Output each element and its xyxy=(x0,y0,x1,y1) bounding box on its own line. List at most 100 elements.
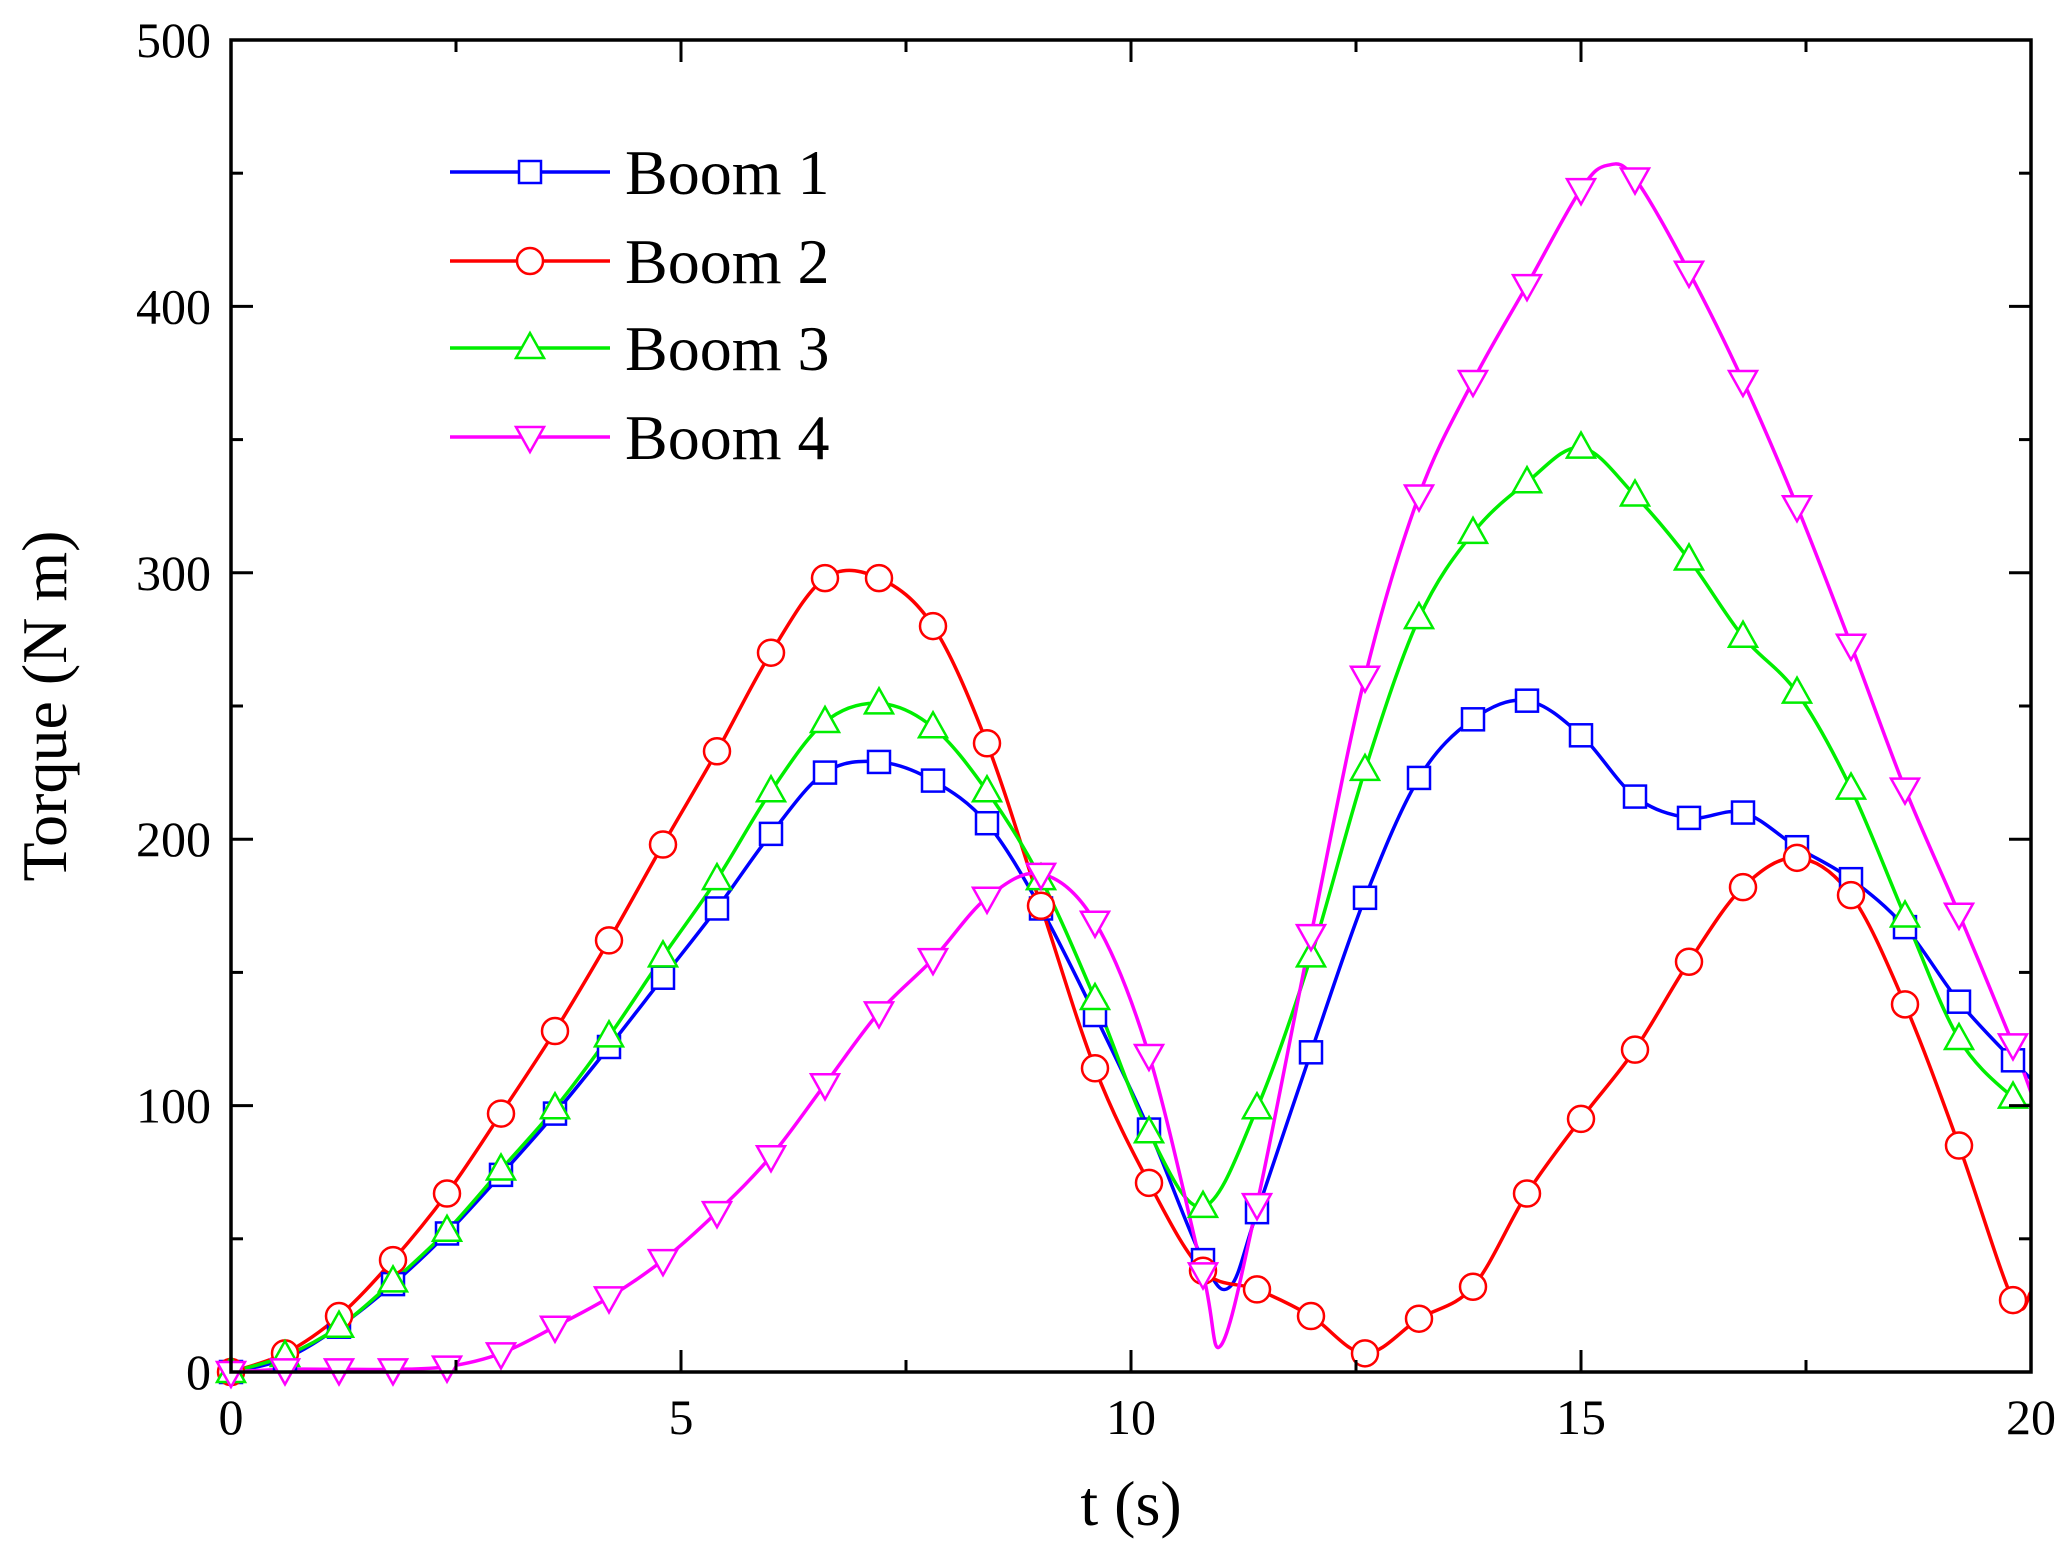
data-point-boom-3 xyxy=(1402,600,1436,630)
legend-marker-boom-2 xyxy=(515,246,545,276)
series-layer xyxy=(231,162,2031,1372)
data-point-boom-2 xyxy=(702,737,732,766)
y-tick-label: 400 xyxy=(136,278,211,334)
data-point-boom-3 xyxy=(1672,541,1706,571)
data-point-boom-1 xyxy=(704,896,730,921)
legend-marker-boom-4 xyxy=(513,425,547,455)
data-point-boom-4 xyxy=(430,1355,464,1385)
data-point-boom-4 xyxy=(1402,484,1436,514)
data-point-boom-3 xyxy=(592,1018,626,1048)
data-point-boom-3 xyxy=(808,704,842,734)
data-point-boom-3 xyxy=(1780,675,1814,704)
data-point-boom-2 xyxy=(432,1179,462,1208)
x-tick-label: 20 xyxy=(2006,1389,2056,1445)
data-point-boom-2 xyxy=(1890,990,1920,1019)
data-point-boom-3 xyxy=(430,1213,464,1243)
data-point-boom-4 xyxy=(916,947,950,977)
data-point-boom-1 xyxy=(1568,723,1594,748)
data-point-boom-2 xyxy=(1350,1339,1380,1368)
legend: Boom 1 Boom 2 Boom 3 Boom 4 xyxy=(450,137,829,473)
data-point-boom-4 xyxy=(1942,902,1976,932)
data-point-boom-4 xyxy=(970,886,1004,916)
y-tick-label: 0 xyxy=(186,1344,211,1400)
data-point-boom-4 xyxy=(646,1248,680,1278)
data-point-boom-3 xyxy=(1078,981,1112,1011)
data-point-boom-3 xyxy=(1618,477,1652,507)
data-point-boom-4 xyxy=(700,1200,734,1230)
data-point-boom-3 xyxy=(1726,619,1760,648)
data-point-boom-4 xyxy=(1726,369,1760,399)
data-point-boom-4 xyxy=(592,1286,626,1315)
data-point-boom-2 xyxy=(1404,1304,1434,1333)
data-point-boom-3 xyxy=(646,938,680,968)
x-axis-title: t (s) xyxy=(1080,1468,1181,1539)
data-point-boom-3 xyxy=(1996,1080,2030,1109)
data-point-boom-2 xyxy=(756,638,786,667)
data-point-boom-2 xyxy=(1944,1131,1974,1160)
data-point-boom-4 xyxy=(1132,1043,1166,1073)
data-point-boom-2 xyxy=(1566,1104,1596,1134)
data-point-boom-3 xyxy=(1348,752,1382,782)
y-axis-title: Torque (N m) xyxy=(9,531,80,882)
data-point-boom-4 xyxy=(1510,273,1544,303)
x-tick-label: 5 xyxy=(669,1389,694,1445)
data-point-boom-3 xyxy=(1186,1189,1220,1219)
data-point-boom-1 xyxy=(812,760,838,785)
data-point-boom-4 xyxy=(1078,910,1112,940)
x-tick-label: 15 xyxy=(1556,1389,1606,1445)
data-point-boom-3 xyxy=(538,1090,572,1120)
data-point-boom-3 xyxy=(1510,464,1544,494)
data-point-boom-2 xyxy=(486,1099,516,1128)
data-point-boom-2 xyxy=(1026,891,1056,921)
legend-label-boom-3: Boom 3 xyxy=(625,313,829,384)
data-point-boom-3 xyxy=(322,1309,356,1338)
data-point-boom-3 xyxy=(916,709,950,739)
series-line-boom-2 xyxy=(231,568,2031,1372)
data-point-boom-2 xyxy=(1080,1054,1110,1083)
data-point-boom-4 xyxy=(1024,862,1058,892)
data-point-boom-3 xyxy=(1564,430,1598,459)
data-point-boom-3 xyxy=(1942,1021,1976,1051)
series-line-boom-3 xyxy=(231,445,2031,1372)
data-point-boom-1 xyxy=(650,965,676,990)
legend-label-boom-2: Boom 2 xyxy=(625,226,829,297)
data-point-boom-2 xyxy=(1458,1272,1488,1302)
data-point-boom-4 xyxy=(1618,167,1652,197)
data-point-boom-3 xyxy=(1240,1090,1274,1120)
data-point-boom-3 xyxy=(754,773,788,803)
data-point-boom-4 xyxy=(1240,1192,1274,1222)
data-point-boom-2 xyxy=(594,926,624,955)
data-point-boom-2 xyxy=(810,563,840,593)
data-point-boom-4 xyxy=(754,1144,788,1174)
data-point-boom-4 xyxy=(484,1342,518,1371)
data-point-boom-4 xyxy=(1672,260,1706,290)
data-point-boom-4 xyxy=(862,1001,896,1030)
data-point-boom-3 xyxy=(1456,515,1490,545)
series-line-boom-1 xyxy=(231,698,2031,1372)
data-point-boom-1 xyxy=(1298,1040,1324,1065)
data-point-boom-1 xyxy=(974,810,1000,836)
data-point-boom-4 xyxy=(1456,369,1490,399)
data-point-boom-2 xyxy=(1782,843,1812,873)
data-point-boom-2 xyxy=(1296,1301,1326,1331)
data-point-boom-4 xyxy=(1834,633,1868,663)
data-point-boom-1 xyxy=(758,821,784,847)
data-point-boom-3 xyxy=(376,1263,410,1293)
data-point-boom-4 xyxy=(1294,923,1328,953)
x-tick-label: 0 xyxy=(219,1389,244,1445)
data-point-boom-2 xyxy=(1728,872,1758,902)
data-point-boom-2 xyxy=(648,830,678,859)
data-point-boom-1 xyxy=(1676,805,1702,831)
data-point-boom-2 xyxy=(1134,1168,1164,1198)
data-point-boom-4 xyxy=(1186,1262,1220,1291)
legend-label-boom-4: Boom 4 xyxy=(625,402,829,473)
y-tick-label: 500 xyxy=(136,12,211,68)
data-point-boom-3 xyxy=(1294,938,1328,968)
y-tick-label: 200 xyxy=(136,811,211,867)
data-point-boom-1 xyxy=(920,768,946,793)
data-point-boom-2 xyxy=(864,563,894,593)
data-point-boom-2 xyxy=(972,729,1002,758)
data-point-boom-1 xyxy=(1514,688,1540,713)
